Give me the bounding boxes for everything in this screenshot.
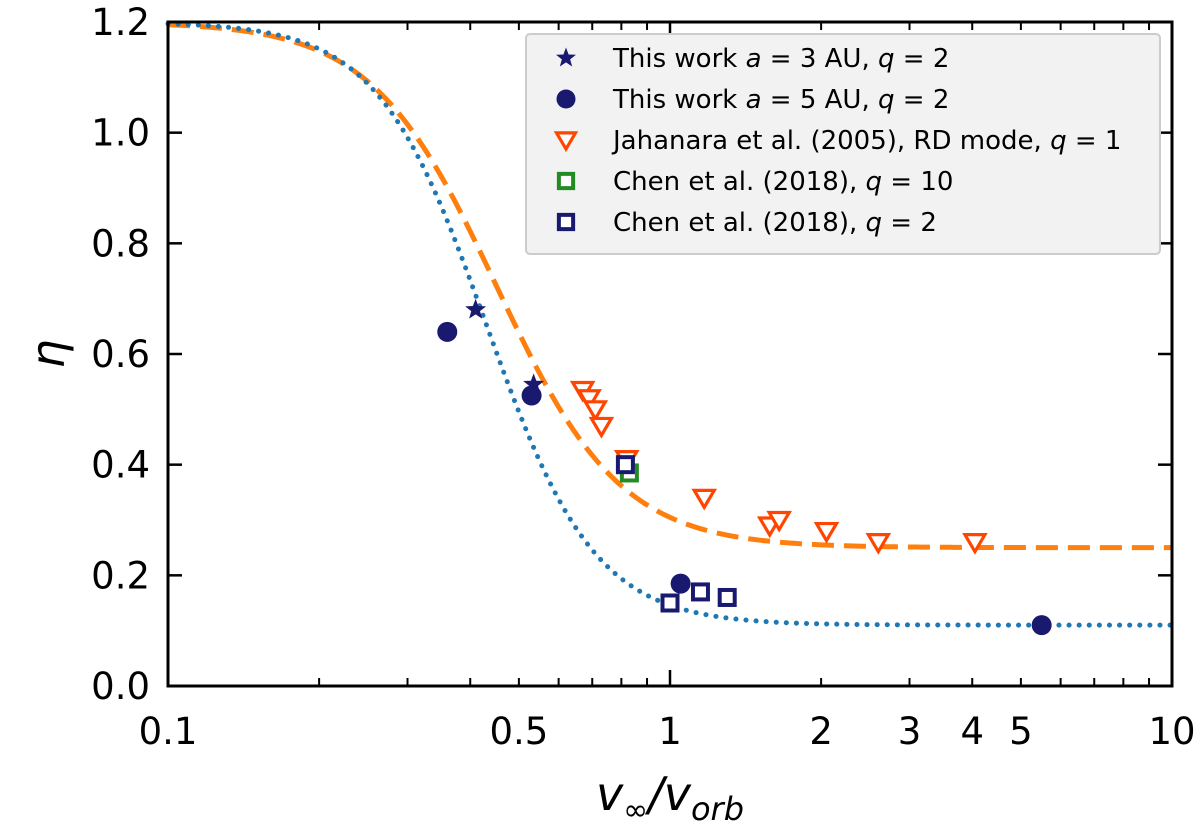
- series-2-point-10: [962, 533, 988, 555]
- series-4-point-3: [717, 587, 737, 607]
- legend-label-0: This work a = 3 AU, q = 2: [612, 44, 949, 74]
- legend-label-1: This work a = 5 AU, q = 2: [612, 85, 949, 115]
- data-points: [437, 298, 1052, 636]
- x-tick-label-3: 2: [809, 710, 833, 753]
- series-2-point-8: [813, 521, 840, 544]
- blue-dotted-fit: [165, 21, 1175, 628]
- legend-box: [525, 33, 1161, 255]
- x-tick-label-1: 0.5: [489, 710, 548, 753]
- x-axis-label: v∞/vorb: [596, 767, 744, 828]
- series-2-point-2: [582, 400, 609, 422]
- series-2-point-3: [588, 416, 615, 439]
- series-1-point-1: [521, 385, 542, 406]
- x-tick-label-5: 4: [960, 710, 984, 753]
- legend-label-2: Jahanara et al. (2005), RD mode, q = 1: [611, 126, 1121, 156]
- y-tick-label-3: 0.6: [91, 333, 150, 376]
- legend-label-3: Chen et al. (2018), q = 10: [613, 167, 953, 197]
- series-2-point-7: [766, 510, 792, 533]
- legend-marker-4: [556, 212, 576, 232]
- legend-marker-0: [556, 47, 576, 67]
- series-4-point-2: [690, 582, 710, 602]
- series-1-point-3: [1031, 615, 1052, 636]
- series-1-point-2: [670, 573, 691, 594]
- y-tick-label-5: 1.0: [91, 112, 150, 155]
- legend-marker-3: [556, 171, 576, 191]
- series-4-point-0: [615, 455, 635, 475]
- x-tick-label-6: 5: [1009, 710, 1033, 753]
- x-tick-label-0: 0.1: [139, 710, 198, 753]
- y-tick-label-4: 0.8: [91, 222, 150, 265]
- y-tick-label-6: 1.2: [91, 1, 150, 44]
- legend: This work a = 3 AU, q = 2 This work a = 5…: [525, 33, 1161, 255]
- series-2-point-1: [576, 389, 602, 411]
- axis-ticks: 0.0 0.2 0.4 0.6 0.8 1.0 1.2 0.1 0.5 1 2 3 4 5 10: [91, 1, 1195, 753]
- series-0-point-1: [523, 373, 545, 394]
- series-2-point-5: [691, 488, 718, 511]
- x-tick-label-7: 10: [1148, 710, 1195, 753]
- y-tick-label-2: 0.4: [91, 444, 150, 487]
- legend-marker-2: [553, 131, 579, 153]
- series-4-point-1: [660, 593, 680, 613]
- series-1-point-0: [437, 321, 458, 342]
- x-tick-label-2: 1: [658, 710, 682, 753]
- y-tick-label-0: 0.0: [91, 665, 150, 708]
- legend-marker-1: [556, 89, 576, 109]
- series-2-point-9: [865, 533, 892, 555]
- y-tick-label-1: 0.2: [91, 554, 150, 597]
- y-axis-label: η: [21, 339, 75, 368]
- series-0-point-0: [465, 298, 487, 319]
- x-tick-label-4: 3: [898, 710, 922, 753]
- fit-curves: [165, 21, 1175, 628]
- legend-label-4: Chen et al. (2018), q = 2: [613, 208, 937, 238]
